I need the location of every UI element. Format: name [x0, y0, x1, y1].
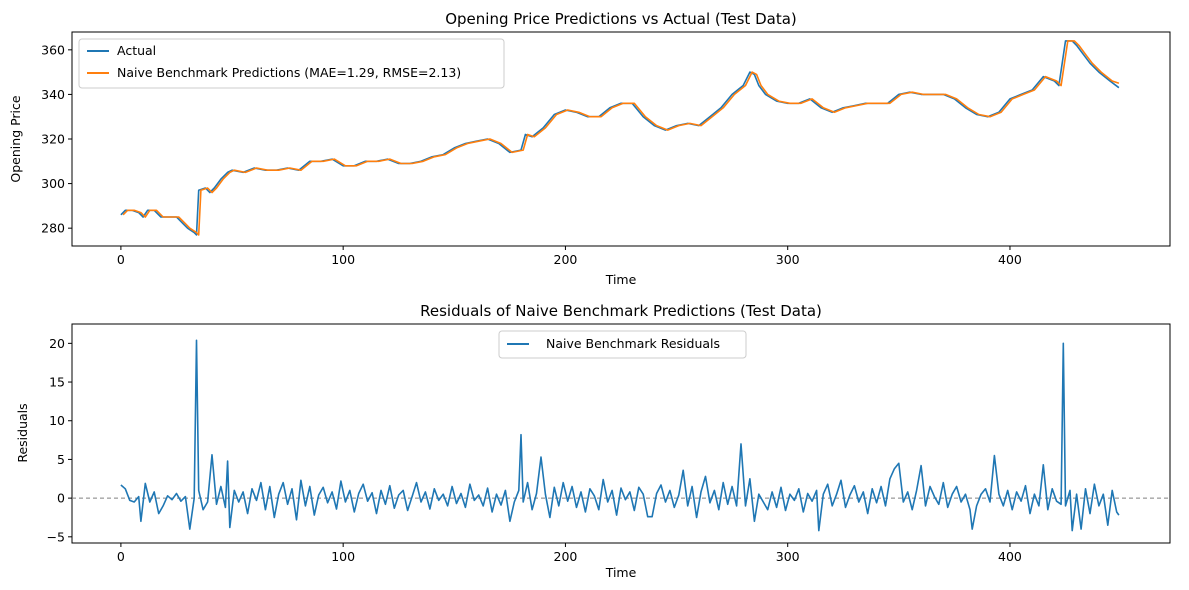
x-tick-label: 0	[117, 549, 125, 564]
residuals-y-axis-label: Residuals	[15, 403, 30, 462]
y-tick-label: 280	[41, 221, 65, 236]
y-tick-label: 360	[41, 42, 65, 57]
y-tick-label: 15	[49, 375, 65, 390]
x-tick-label: 300	[776, 252, 800, 267]
legend-naive-predictions-label: Naive Benchmark Predictions (MAE=1.29, R…	[117, 65, 461, 80]
y-tick-label: 320	[41, 132, 65, 147]
price-y-axis-label: Opening Price	[8, 95, 23, 182]
residuals-legend: Naive Benchmark Residuals	[498, 330, 747, 359]
x-tick-label: 400	[998, 252, 1022, 267]
x-tick-label: 200	[554, 549, 578, 564]
y-tick-label: 5	[57, 452, 65, 467]
x-tick-label: 300	[776, 549, 800, 564]
x-tick-label: 100	[331, 252, 355, 267]
residuals-series-line	[120, 339, 1120, 532]
residuals-chart-title: Residuals of Naive Benchmark Predictions…	[420, 302, 822, 320]
residuals-subplot: Residuals of Naive Benchmark Predictions…	[15, 302, 1171, 580]
y-tick-label: −5	[47, 529, 65, 544]
y-tick-label: 340	[41, 87, 65, 102]
x-tick-label: 200	[554, 252, 578, 267]
price-chart-title: Opening Price Predictions vs Actual (Tes…	[445, 10, 797, 28]
naive-predictions-series-line	[122, 40, 1120, 236]
residuals-plot-area	[71, 323, 1171, 544]
residuals-series-lines	[120, 339, 1120, 532]
legend-actual-label: Actual	[117, 43, 156, 58]
price-subplot: Opening Price Predictions vs Actual (Tes…	[8, 10, 1171, 287]
residuals-legend-box	[498, 330, 747, 359]
x-tick-label: 100	[331, 549, 355, 564]
legend-residuals-label: Naive Benchmark Residuals	[546, 336, 720, 351]
residuals-x-axis-label: Time	[605, 565, 637, 580]
y-tick-label: 10	[49, 413, 65, 428]
price-series-lines	[120, 40, 1120, 236]
price-axis-ticks: 0 100 200 300 400 280 300 320 340 360	[41, 42, 1022, 267]
y-tick-label: 20	[49, 336, 65, 351]
y-tick-label: 300	[41, 176, 65, 191]
y-tick-label: 0	[57, 491, 65, 506]
price-x-axis-label: Time	[605, 272, 637, 287]
price-legend: Actual Naive Benchmark Predictions (MAE=…	[78, 38, 505, 89]
x-tick-label: 0	[117, 252, 125, 267]
residuals-axis-ticks: 0 100 200 300 400 −5 0 5 10 15 20	[47, 336, 1022, 564]
x-tick-label: 400	[998, 549, 1022, 564]
price-legend-box	[78, 38, 505, 89]
